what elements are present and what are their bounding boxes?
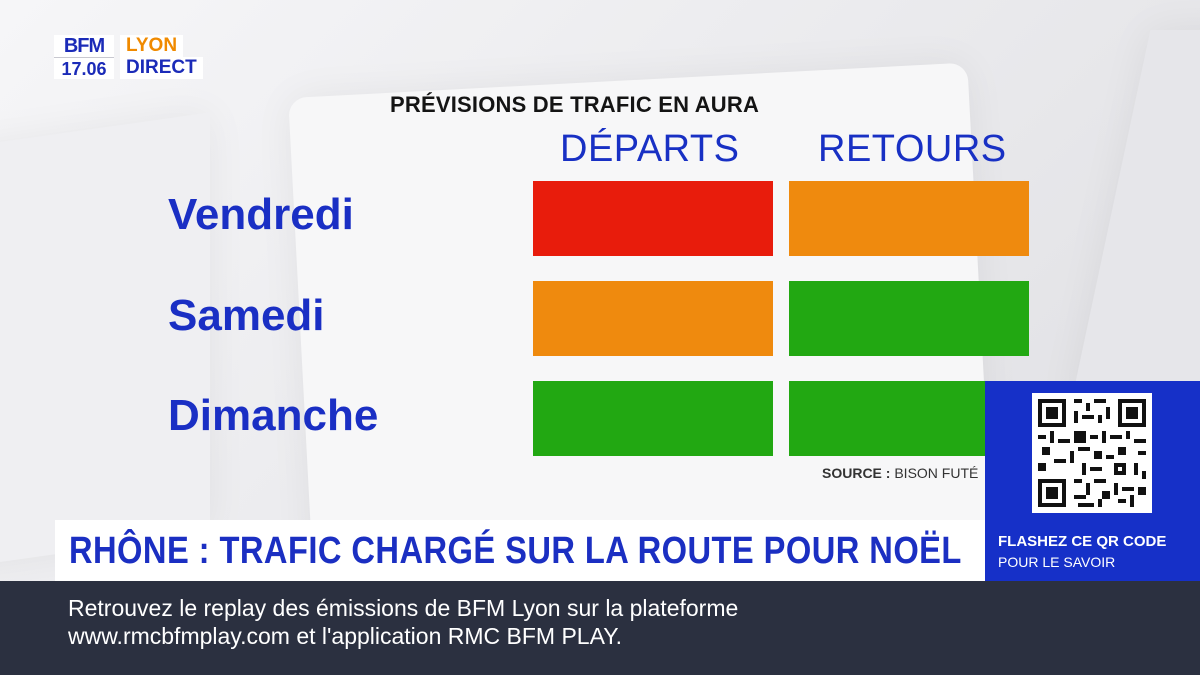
graphic-title: PRÉVISIONS DE TRAFIC EN AURA [390,92,760,117]
traffic-cell-vendredi-departs [533,181,773,256]
headline-banner: RHÔNE : TRAFIC CHARGÉ SUR LA ROUTE POUR … [55,520,985,581]
headline-text: RHÔNE : TRAFIC CHARGÉ SUR LA ROUTE POUR … [69,530,962,572]
traffic-cell-samedi-departs [533,281,773,356]
traffic-cell-samedi-retours [789,281,1029,356]
city-label: LYON [120,35,184,57]
clock: 17.06 [54,57,114,79]
source-value: BISON FUTÉ [894,465,979,481]
row-label-samedi: Samedi [168,291,325,340]
source-credit: SOURCE : BISON FUTÉ [822,465,978,481]
column-header-departs: DÉPARTS [560,128,740,170]
qr-code-panel: FLASHEZ CE QR CODE POUR LE SAVOIR [985,381,1200,581]
qr-code-icon [1038,399,1146,507]
ticker-line-1: Retrouvez le replay des émissions de BFM… [68,595,739,621]
background-logo-shape [1069,30,1200,410]
qr-caption-main: FLASHEZ CE QR CODE [998,533,1167,550]
news-ticker: Retrouvez le replay des émissions de BFM… [0,581,1200,675]
traffic-cell-vendredi-retours [789,181,1029,256]
qr-caption-sub: POUR LE SAVOIR [998,554,1116,570]
brand-logo: BFM [54,35,114,57]
row-label-dimanche: Dimanche [168,391,379,440]
source-label: SOURCE : [822,465,891,481]
live-label: DIRECT [120,57,203,79]
column-header-retours: RETOURS [818,128,1007,170]
qr-code [1032,393,1152,513]
row-label-vendredi: Vendredi [168,190,354,239]
ticker-line-2: www.rmcbfmplay.com et l'application RMC … [68,623,622,649]
traffic-cell-dimanche-departs [533,381,773,456]
